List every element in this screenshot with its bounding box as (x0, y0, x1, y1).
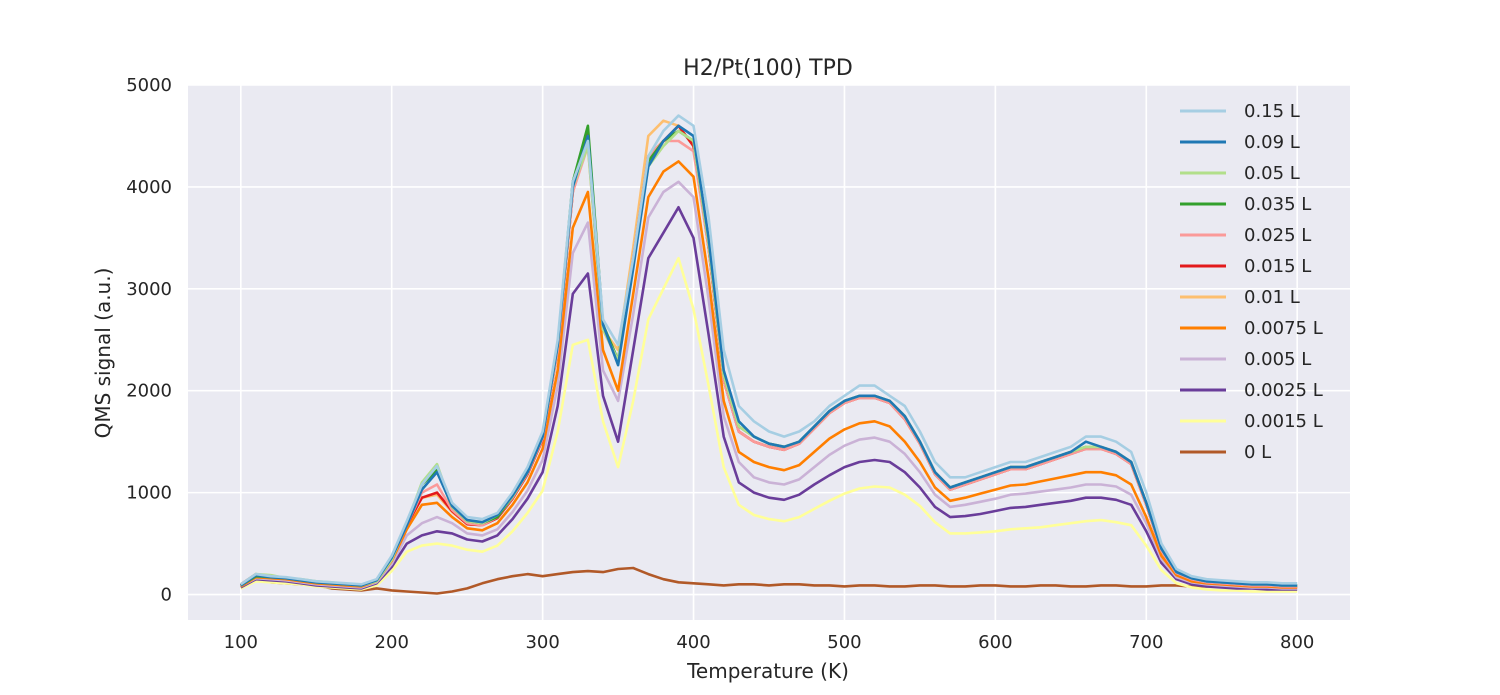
x-tick-label: 600 (978, 632, 1012, 653)
y-tick-label: 3000 (126, 279, 172, 300)
series-line (240, 256, 1298, 593)
legend-label: 0.0025 L (1244, 380, 1323, 401)
series-line (240, 180, 1298, 590)
legend-label: 0.01 L (1244, 287, 1300, 308)
y-axis-label: QMS signal (a.u.) (91, 268, 115, 439)
y-tick-label: 2000 (126, 381, 172, 402)
legend-label: 0.025 L (1244, 225, 1311, 246)
series-line (240, 566, 1298, 595)
legend-label: 0.005 L (1244, 349, 1311, 370)
x-axis-label: Temperature (K) (686, 659, 849, 683)
legend-label: 0.09 L (1244, 132, 1300, 153)
series-line (240, 124, 1298, 587)
series-lines (240, 114, 1298, 595)
chart-title: H2/Pt(100) TPD (683, 56, 853, 81)
series-line (240, 206, 1298, 591)
x-tick-label: 800 (1280, 632, 1314, 653)
x-tick-label: 700 (1129, 632, 1163, 653)
legend-label: 0.0075 L (1244, 318, 1323, 339)
legend-label: 0.0015 L (1244, 411, 1323, 432)
y-tick-label: 4000 (126, 177, 172, 198)
legend-label: 0.015 L (1244, 256, 1311, 277)
y-tick-label: 5000 (126, 75, 172, 96)
grid (188, 84, 1350, 620)
y-tick-label: 1000 (126, 483, 172, 504)
legend-label: 0.05 L (1244, 163, 1300, 184)
legend-label: 0.035 L (1244, 194, 1311, 215)
x-tick-label: 500 (827, 632, 861, 653)
x-tick-label: 400 (676, 632, 710, 653)
series-line (240, 114, 1298, 586)
series-line (240, 160, 1298, 589)
x-tick-label: 300 (525, 632, 559, 653)
legend: 0.15 L 0.09 L 0.05 L 0.035 L 0.025 L 0.015 L 0… (1180, 101, 1323, 463)
plot-area (188, 85, 1350, 620)
tick-labels: 100 200 300 400 500 600 700 800 0 1000 2000 3000 400… (126, 75, 1314, 653)
legend-label: 0.15 L (1244, 101, 1300, 122)
x-tick-label: 100 (224, 632, 258, 653)
y-tick-label: 0 (161, 585, 172, 606)
legend-label: 0 L (1244, 442, 1271, 463)
x-tick-label: 200 (375, 632, 409, 653)
